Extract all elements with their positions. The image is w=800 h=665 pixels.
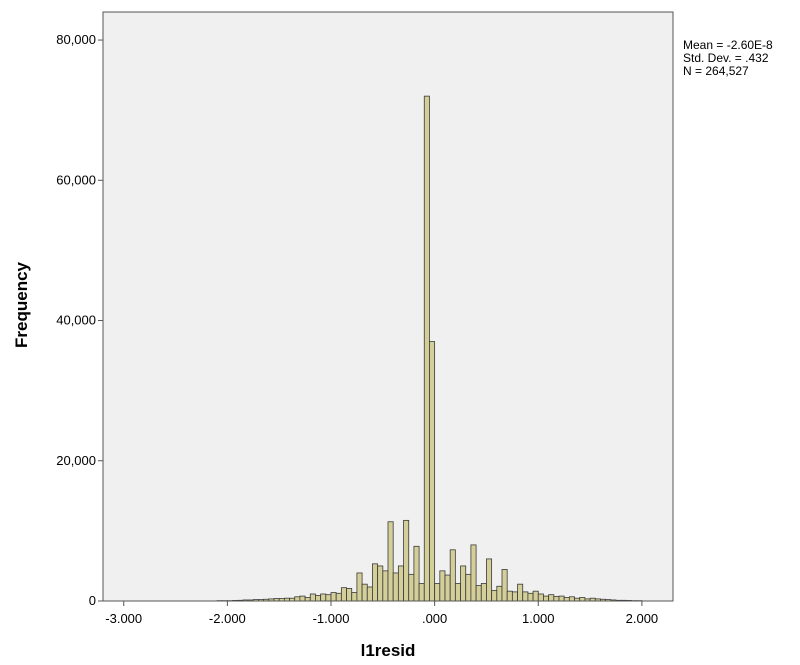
histogram-bar: [466, 574, 471, 601]
y-tick-label: 40,000: [56, 313, 96, 328]
histogram-bar: [300, 596, 305, 601]
histogram-bar: [497, 586, 502, 601]
plot-area: [103, 12, 673, 601]
histogram-bar: [486, 559, 491, 601]
x-tick-label: 2.000: [626, 611, 659, 626]
y-tick-label: 60,000: [56, 172, 96, 187]
histogram-bar: [564, 597, 569, 601]
histogram-bar: [424, 96, 429, 601]
histogram-bar: [543, 596, 548, 601]
histogram-bar: [419, 583, 424, 601]
y-axis-title: Frequency: [12, 261, 31, 348]
histogram-bar: [336, 593, 341, 601]
histogram-bar: [372, 564, 377, 601]
histogram-bar: [341, 588, 346, 601]
stats-n: N = 264,527: [683, 64, 749, 78]
histogram-bar: [429, 342, 434, 601]
histogram-bar: [481, 583, 486, 601]
histogram-bar: [357, 573, 362, 601]
histogram-bar: [409, 574, 414, 601]
x-axis-title: l1resid: [361, 641, 416, 660]
histogram-bar: [321, 594, 326, 601]
histogram-bar: [538, 594, 543, 601]
histogram-bar: [455, 583, 460, 601]
histogram-bar: [310, 594, 315, 601]
histogram-bar: [492, 590, 497, 601]
histogram-bar: [305, 597, 310, 601]
stats-mean: Mean = -2.60E-8: [683, 38, 773, 52]
histogram-bar: [554, 596, 559, 601]
x-tick-label: -2.000: [209, 611, 246, 626]
x-tick-label: -3.000: [105, 611, 142, 626]
stats-std-dev: Std. Dev. = .432: [683, 51, 769, 65]
histogram-bar: [315, 595, 320, 601]
histogram-bar: [383, 571, 388, 601]
histogram-bar: [295, 597, 300, 601]
histogram-bar: [528, 593, 533, 601]
histogram-bar: [512, 592, 517, 601]
histogram-bar: [523, 592, 528, 601]
x-tick-label: -1.000: [313, 611, 350, 626]
histogram-bar: [445, 575, 450, 601]
histogram-bar: [450, 550, 455, 601]
histogram-bar: [414, 546, 419, 601]
histogram-bar: [559, 596, 564, 601]
x-tick-label: .000: [422, 611, 447, 626]
histogram-bar: [533, 591, 538, 601]
histogram-bar: [569, 597, 574, 601]
y-tick-label: 0: [89, 593, 96, 608]
histogram-bar: [398, 566, 403, 601]
x-tick-label: 1.000: [522, 611, 555, 626]
y-tick-label: 20,000: [56, 453, 96, 468]
histogram-bar: [461, 566, 466, 601]
histogram-bar: [404, 520, 409, 601]
histogram-bar: [378, 566, 383, 601]
histogram-bar: [347, 588, 352, 601]
histogram-bar: [549, 595, 554, 601]
histogram-bar: [352, 593, 357, 601]
histogram-bar: [393, 573, 398, 601]
histogram-bar: [388, 522, 393, 601]
histogram-bar: [518, 584, 523, 601]
histogram-bar: [440, 571, 445, 601]
histogram-bar: [435, 583, 440, 601]
histogram-bar: [580, 597, 585, 601]
histogram-bar: [476, 586, 481, 601]
histogram-bar: [362, 584, 367, 601]
histogram-bar: [326, 595, 331, 601]
histogram-bar: [507, 591, 512, 601]
histogram-bar: [502, 569, 507, 601]
histogram-bar: [367, 587, 372, 601]
histogram-bar: [471, 545, 476, 601]
y-tick-label: 80,000: [56, 32, 96, 47]
histogram-bar: [331, 593, 336, 601]
